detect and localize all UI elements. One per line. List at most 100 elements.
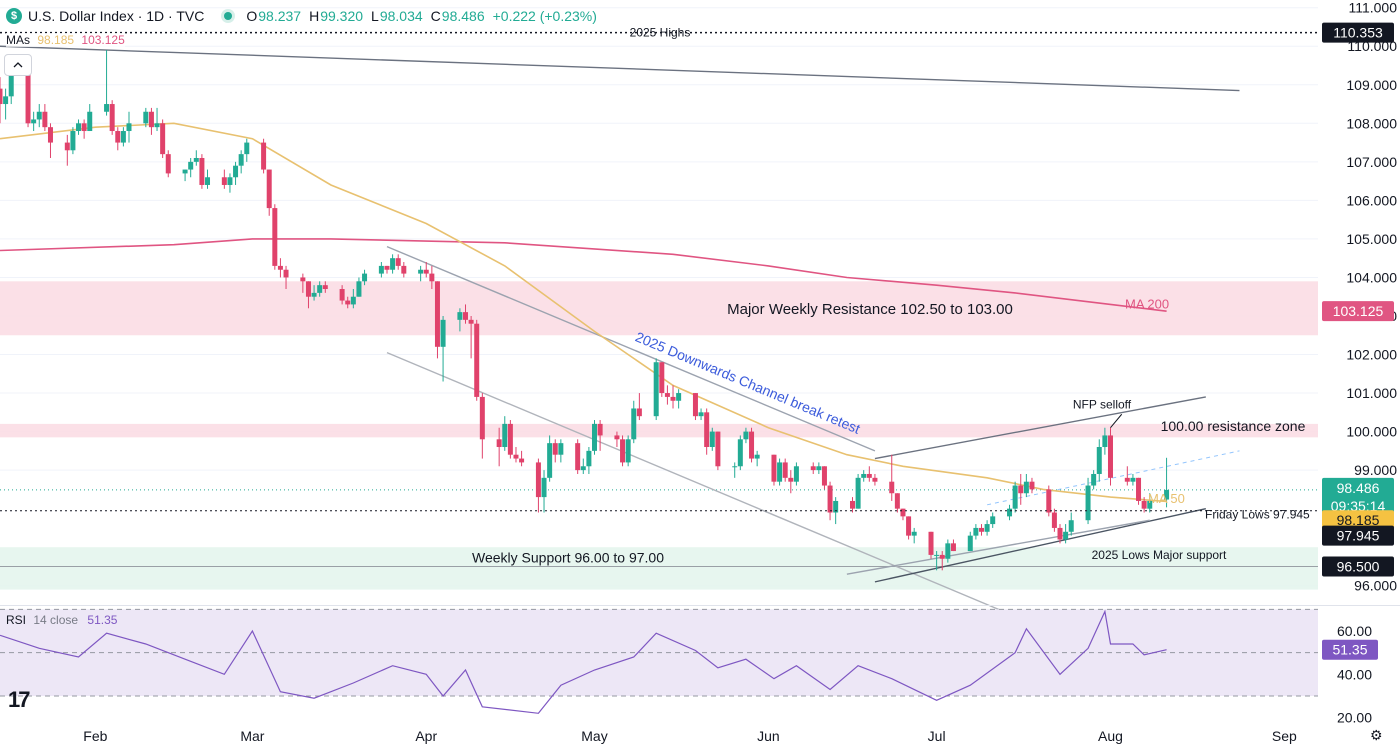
- candle-body: [749, 431, 755, 459]
- candle-body: [620, 439, 626, 463]
- candle-body: [777, 462, 783, 482]
- candle-body: [434, 281, 440, 347]
- price-label-box: [1322, 477, 1394, 516]
- low-label: L: [371, 8, 379, 24]
- countdown-label: 09:35:14: [1331, 498, 1386, 514]
- candle-body: [188, 161, 194, 170]
- ma50-legend-value: 98.185: [37, 33, 75, 47]
- price-label-text: 103.125: [1333, 303, 1384, 319]
- candle-body: [575, 443, 581, 471]
- candle-body: [597, 423, 603, 436]
- candle-body: [8, 73, 14, 97]
- candle-body: [771, 454, 777, 482]
- candle-body: [143, 111, 149, 124]
- candle-body: [1102, 435, 1108, 448]
- price-tick-label: 101.000: [1346, 385, 1397, 401]
- candle-body: [676, 393, 682, 401]
- close-label: C: [430, 8, 441, 24]
- chevron-up-icon: [13, 62, 23, 68]
- candle-body: [1046, 489, 1052, 513]
- candle-body: [339, 289, 345, 301]
- tradingview-logo-icon[interactable]: 17: [8, 687, 31, 712]
- candle-body: [47, 127, 53, 143]
- symbol-title[interactable]: U.S. Dollar Index · 1D · TVC: [28, 8, 205, 24]
- candle-body: [378, 265, 384, 274]
- upper-trendline: [0, 45, 1240, 92]
- candle-body: [345, 300, 351, 305]
- candle-body: [272, 208, 278, 266]
- zone-band: [0, 423, 1318, 438]
- time-tick-label: May: [581, 728, 607, 744]
- collapse-legend-button[interactable]: [4, 54, 32, 76]
- candle-body: [978, 527, 984, 532]
- candle-body: [76, 123, 82, 132]
- candle-body: [160, 123, 166, 155]
- close-value: 98.486: [441, 8, 485, 24]
- candle-body: [1107, 435, 1113, 478]
- candle-body: [558, 443, 564, 455]
- candle-body: [126, 123, 132, 132]
- rsi-legend[interactable]: RSI 14 close 51.35: [6, 613, 117, 627]
- rsi-value-label: 51.35: [1332, 642, 1367, 658]
- candle-body: [967, 535, 973, 552]
- candle-body: [31, 119, 37, 124]
- candle-body: [182, 169, 188, 174]
- candle-body: [429, 273, 435, 282]
- candle-body: [754, 454, 760, 459]
- mas-legend[interactable]: MAs 98.185 103.125: [6, 33, 125, 47]
- candle-body: [463, 312, 469, 320]
- price-label-box: [1322, 510, 1394, 531]
- ma200-line: [0, 238, 1167, 312]
- candle-body: [0, 88, 3, 105]
- candle-body: [889, 481, 895, 494]
- candle-body: [872, 477, 878, 482]
- resistance-100-label: 100.00 resistance zone: [1161, 418, 1306, 434]
- candle-body: [631, 408, 637, 440]
- candle-body: [614, 435, 620, 440]
- candle-body: [636, 408, 642, 417]
- candle-body: [64, 142, 70, 151]
- candle-body: [990, 516, 996, 525]
- ma200-label: MA 200: [1125, 296, 1169, 311]
- candle-body: [934, 554, 940, 556]
- candle-body: [266, 169, 272, 209]
- candle-body: [519, 458, 525, 463]
- candle-body: [423, 269, 429, 274]
- candle-body: [1085, 485, 1091, 521]
- ma50-label: MA 50: [1148, 491, 1185, 506]
- candle-body: [1096, 447, 1102, 474]
- candle-body: [894, 493, 900, 509]
- candle-body: [87, 111, 93, 132]
- rsi-tick-label: 60.00: [1337, 623, 1372, 639]
- candle-body: [193, 157, 199, 162]
- candle-body: [950, 543, 956, 552]
- candle-body: [1164, 489, 1170, 500]
- rising-upper-line: [874, 396, 1206, 460]
- zone-band: [0, 281, 1318, 336]
- candle-body: [305, 281, 311, 297]
- price-label-text: 98.486: [1337, 480, 1380, 496]
- price-label-text: 98.185: [1337, 512, 1380, 528]
- candle-body: [1091, 473, 1097, 486]
- candle-body: [401, 265, 407, 274]
- candle-body: [457, 312, 463, 320]
- rsi-params: 14 close: [33, 613, 79, 627]
- settings-gear-icon[interactable]: ⚙: [1370, 727, 1383, 743]
- weekly-support-label: Weekly Support 96.00 to 97.00: [472, 550, 664, 566]
- candle-body: [233, 165, 239, 178]
- candle-body: [238, 154, 244, 166]
- rising-lower-line: [874, 507, 1206, 583]
- candle-body: [855, 477, 861, 509]
- high-label: H: [309, 8, 320, 24]
- rsi-legend-value: 51.35: [87, 613, 118, 627]
- low-value: 98.034: [379, 8, 423, 24]
- candle-body: [592, 423, 598, 451]
- candle-body: [468, 319, 474, 324]
- candle-body: [737, 439, 743, 467]
- candle-body: [384, 265, 390, 270]
- candle-body: [513, 454, 519, 459]
- candle-body: [350, 296, 356, 305]
- candle-body: [81, 123, 87, 132]
- price-label-box: [1322, 22, 1394, 43]
